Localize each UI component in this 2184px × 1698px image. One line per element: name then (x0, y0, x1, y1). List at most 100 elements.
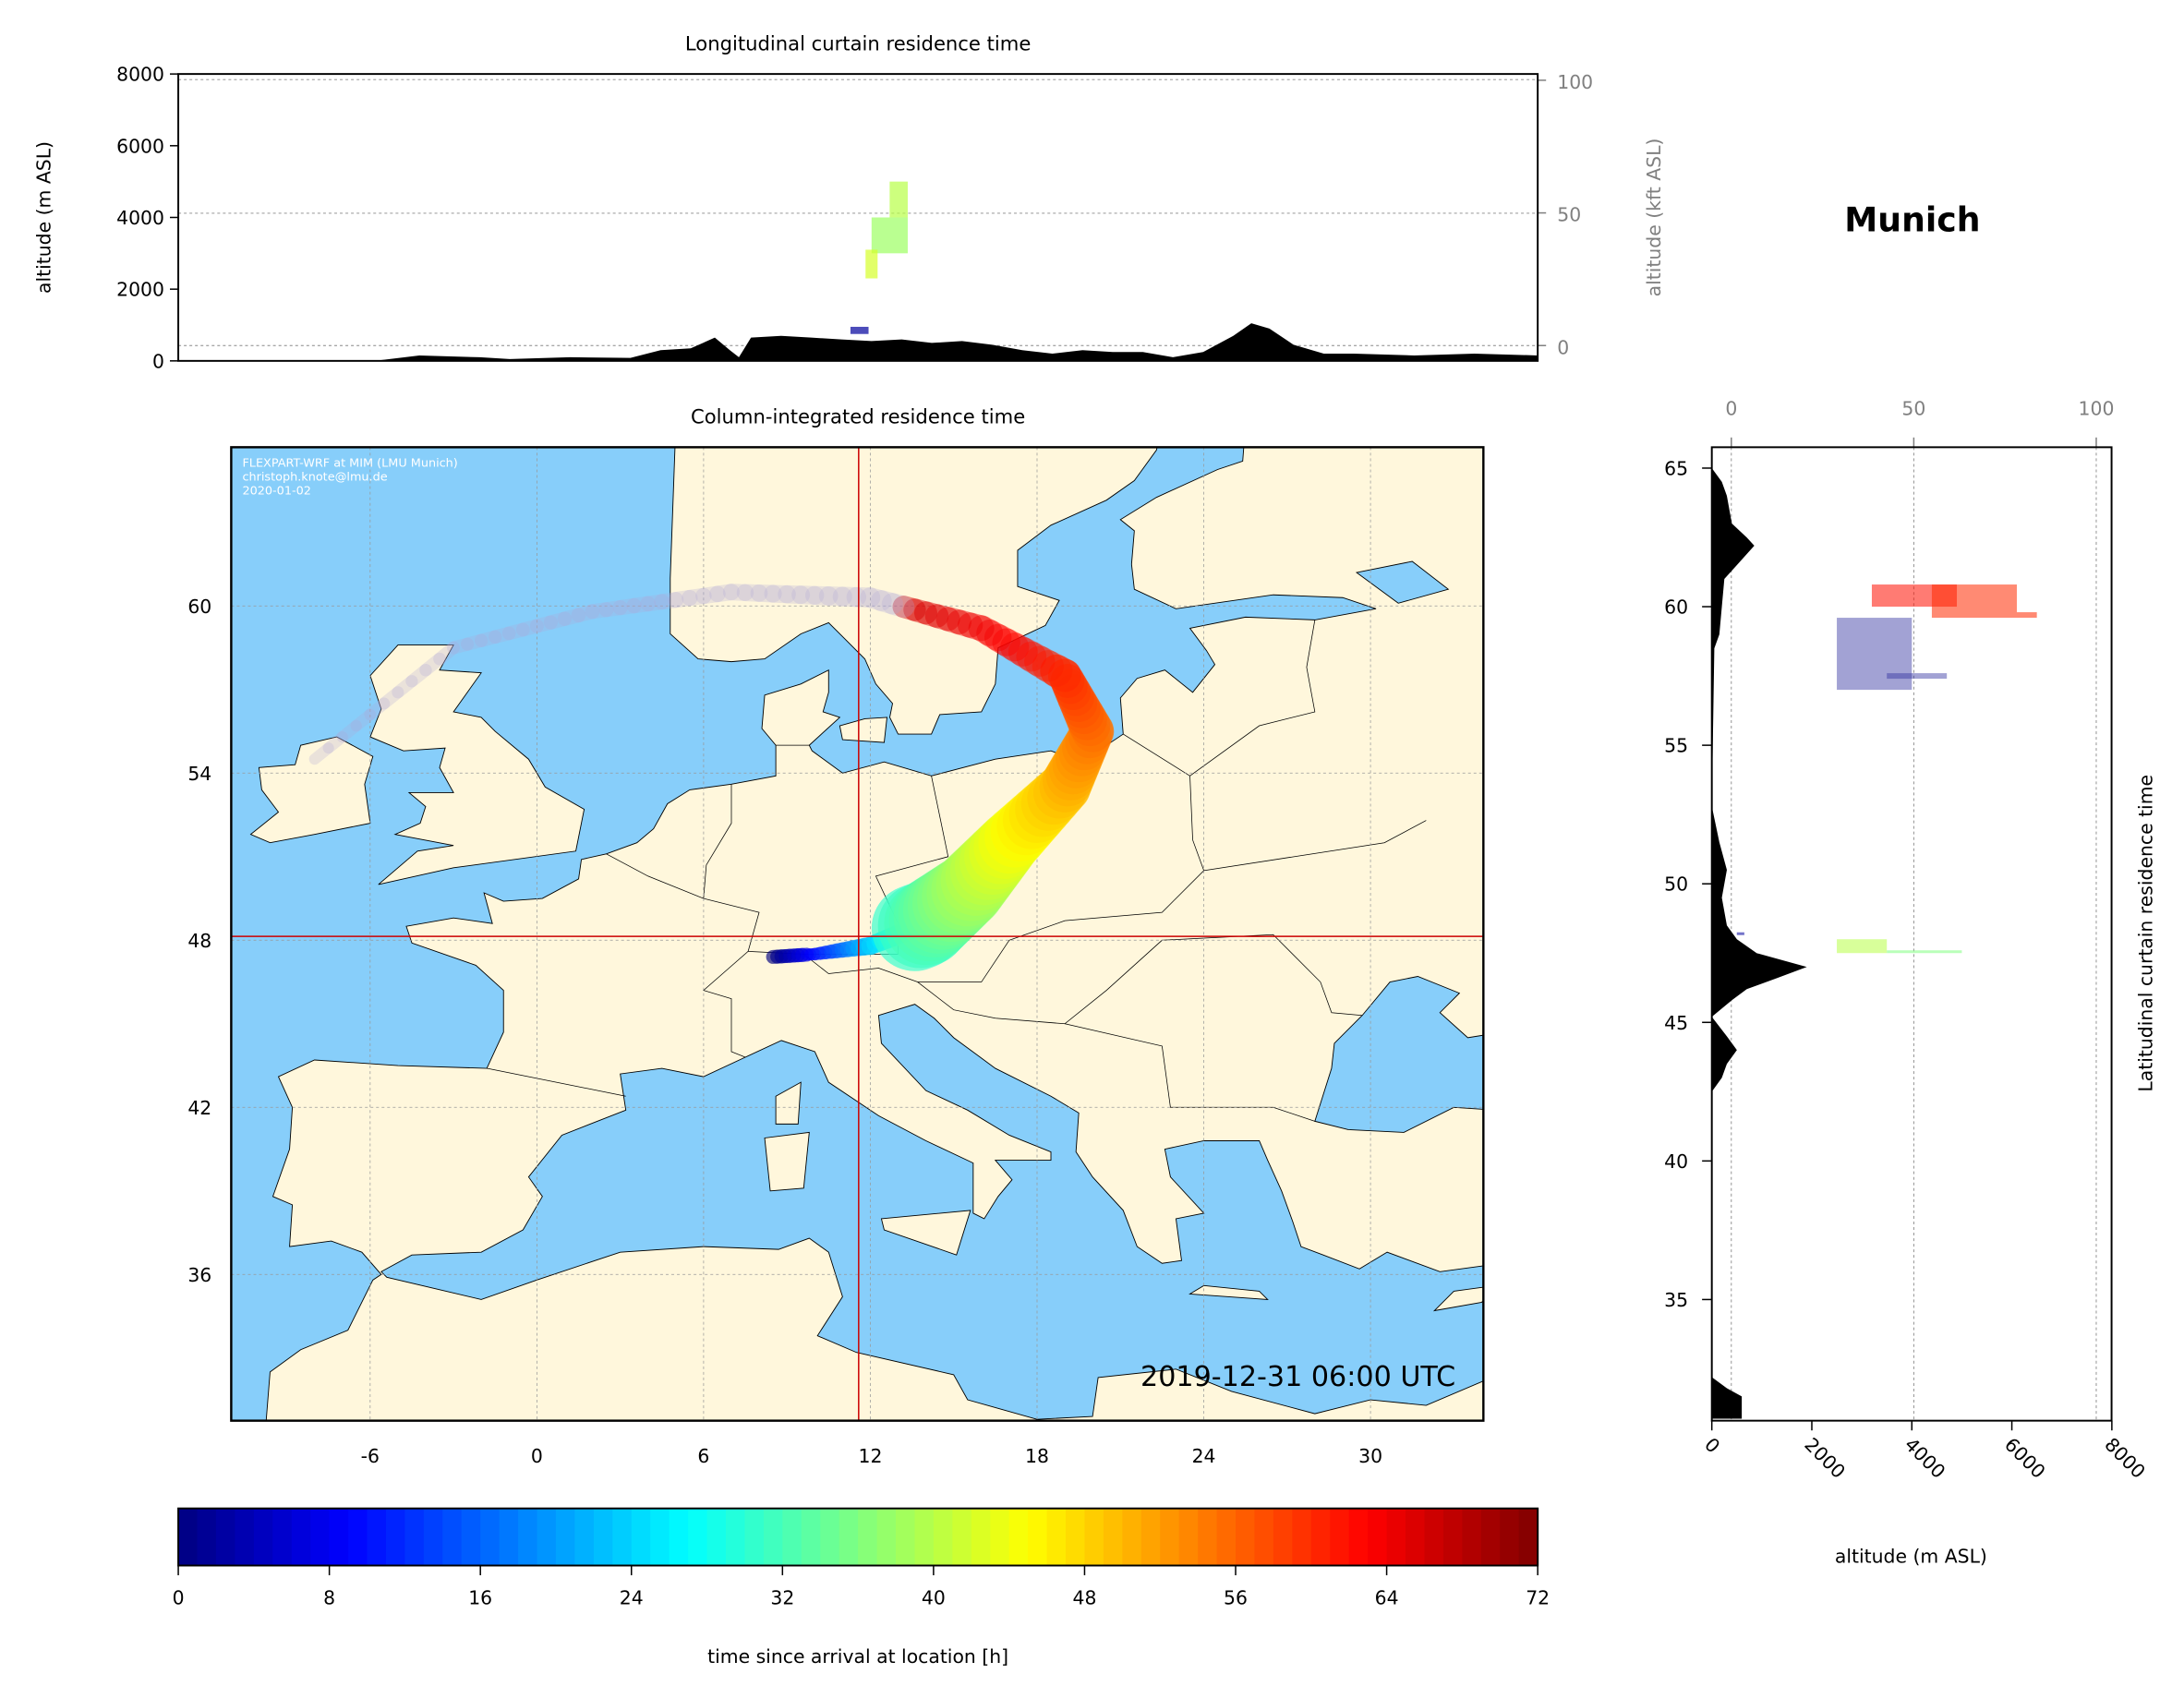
longitudinal-curtain-panel: Longitudinal curtain residence time alti… (32, 31, 1665, 372)
trajectory-segment (474, 630, 502, 647)
colorbar-tick-label: 64 (1375, 1587, 1399, 1609)
country-border (1189, 620, 1316, 777)
colorbar-step (1330, 1508, 1350, 1566)
colorbar-step (669, 1508, 690, 1566)
y-tick-label: 2000 (116, 279, 164, 301)
residence-block (850, 326, 869, 334)
latitudinal-curtain-panel: Munich 0 50 100 65 60 55 50 45 40 35 0 2000 4000 6000… (1664, 200, 2156, 1568)
colorbar-step (1292, 1508, 1312, 1566)
colorbar-step (933, 1508, 954, 1566)
colorbar-step (631, 1508, 652, 1566)
map-x-tick-label: 30 (1358, 1445, 1382, 1467)
colorbar-tick-label: 72 (1526, 1587, 1550, 1609)
residence-block (865, 249, 878, 279)
credit-line-2: christoph.knote@lmu.de (242, 471, 387, 485)
right-xlabel: altitude (m ASL) (1835, 1545, 1987, 1567)
country-border (606, 784, 732, 899)
colorbar-step (858, 1508, 878, 1566)
trajectory-segment (695, 585, 726, 605)
top-ylabel-right: altitude (kft ASL) (1643, 138, 1665, 297)
x-tick-label: 8000 (2100, 1433, 2150, 1483)
colorbar-step (1028, 1508, 1048, 1566)
top-axes-frame (177, 73, 1539, 362)
colorbar-step (480, 1508, 501, 1566)
colorbar-tick-label: 16 (468, 1587, 492, 1609)
trajectory-segment (764, 584, 796, 604)
x-tick-top-label: 100 (2079, 398, 2115, 420)
colorbar-step (1236, 1508, 1256, 1566)
colorbar-step (1103, 1508, 1124, 1566)
colorbar-step (1310, 1508, 1332, 1566)
colorbar-step (1066, 1508, 1086, 1566)
y-tick-label: 35 (1664, 1289, 1688, 1311)
trajectory-segment (350, 708, 377, 732)
map-panel: Column-integrated residence time FLEXPAR… (187, 405, 1485, 1467)
colorbar-step (876, 1508, 897, 1566)
y-tick-right-label: 0 (1557, 336, 1569, 358)
colorbar-step (310, 1508, 331, 1566)
colorbar-step (423, 1508, 444, 1566)
colorbar: 0 8 16 24 32 40 48 56 64 72 time since arrival at… (173, 1507, 1550, 1668)
residence-block (1837, 939, 1888, 954)
colorbar-step (1348, 1508, 1370, 1566)
colorbar-step (1368, 1508, 1388, 1566)
colorbar-tick-label: 24 (620, 1587, 644, 1609)
trajectory-segment (654, 592, 684, 610)
trajectory-segment (892, 596, 926, 621)
colorbar-step (1406, 1508, 1426, 1566)
colorbar-step (820, 1508, 840, 1566)
trajectory-segment (488, 626, 516, 644)
scandinavia (670, 447, 1158, 735)
trajectory-segment (1040, 654, 1081, 692)
colorbar-tick-label: 32 (770, 1587, 794, 1609)
trajectory-segment (736, 584, 768, 602)
country-border (1203, 820, 1427, 872)
trajectory-segment (1008, 636, 1047, 672)
trajectory-segment (364, 697, 391, 721)
colorbar-frame (177, 1507, 1539, 1567)
y-tick-label: 6000 (116, 135, 164, 157)
residence-block (871, 217, 908, 254)
map-x-tick-label: 18 (1025, 1445, 1049, 1467)
colorbar-step (329, 1508, 349, 1566)
trajectory-segment (640, 594, 670, 612)
colorbar-tick-label: 0 (173, 1587, 185, 1609)
trajectory-segment (976, 619, 1012, 652)
right-axes-frame (1710, 446, 2113, 1422)
credit-line-3: 2020-01-02 (242, 485, 310, 499)
trajectory-segment (935, 607, 971, 635)
black-sea (1314, 976, 1484, 1133)
y-tick-label: 40 (1664, 1150, 1688, 1173)
colorbar-step (1046, 1508, 1067, 1566)
colorbar-step (574, 1508, 595, 1566)
map-x-tick-label: 6 (697, 1445, 709, 1467)
trajectory-segment (515, 619, 544, 637)
colorbar-step (650, 1508, 670, 1566)
colorbar-tick-label: 48 (1072, 1587, 1096, 1609)
y-tick-label: 55 (1664, 735, 1688, 757)
trajectory-segment (682, 587, 712, 607)
top-ylabel: altitude (m ASL) (32, 141, 54, 294)
colorbar-step (178, 1508, 199, 1566)
colorbar-step (518, 1508, 538, 1566)
residence-block (889, 181, 908, 218)
mediterranean-sea (380, 1004, 1484, 1420)
map-y-tick-label: 54 (187, 763, 211, 785)
residence-block (2016, 612, 2037, 619)
residence-block (1837, 618, 1913, 691)
colorbar-step (1160, 1508, 1180, 1566)
terrain-profile (1711, 447, 1807, 1419)
y-tick-label: 0 (152, 350, 164, 372)
trajectory-segment (405, 663, 432, 688)
latitudinal-curtain-title: Latitudinal curtain residence time (2134, 775, 2156, 1092)
y-tick-right-label: 100 (1557, 71, 1593, 93)
colorbar-step (499, 1508, 519, 1566)
trajectory-segment (668, 589, 698, 608)
colorbar-step (1198, 1508, 1218, 1566)
trajectory-segment (585, 602, 614, 620)
colorbar-step (215, 1508, 236, 1566)
trajectory-segment (1024, 645, 1064, 682)
x-tick-top-label: 50 (1901, 398, 1925, 420)
y-tick-label: 60 (1664, 596, 1688, 619)
map-title: Column-integrated residence time (691, 405, 1025, 428)
